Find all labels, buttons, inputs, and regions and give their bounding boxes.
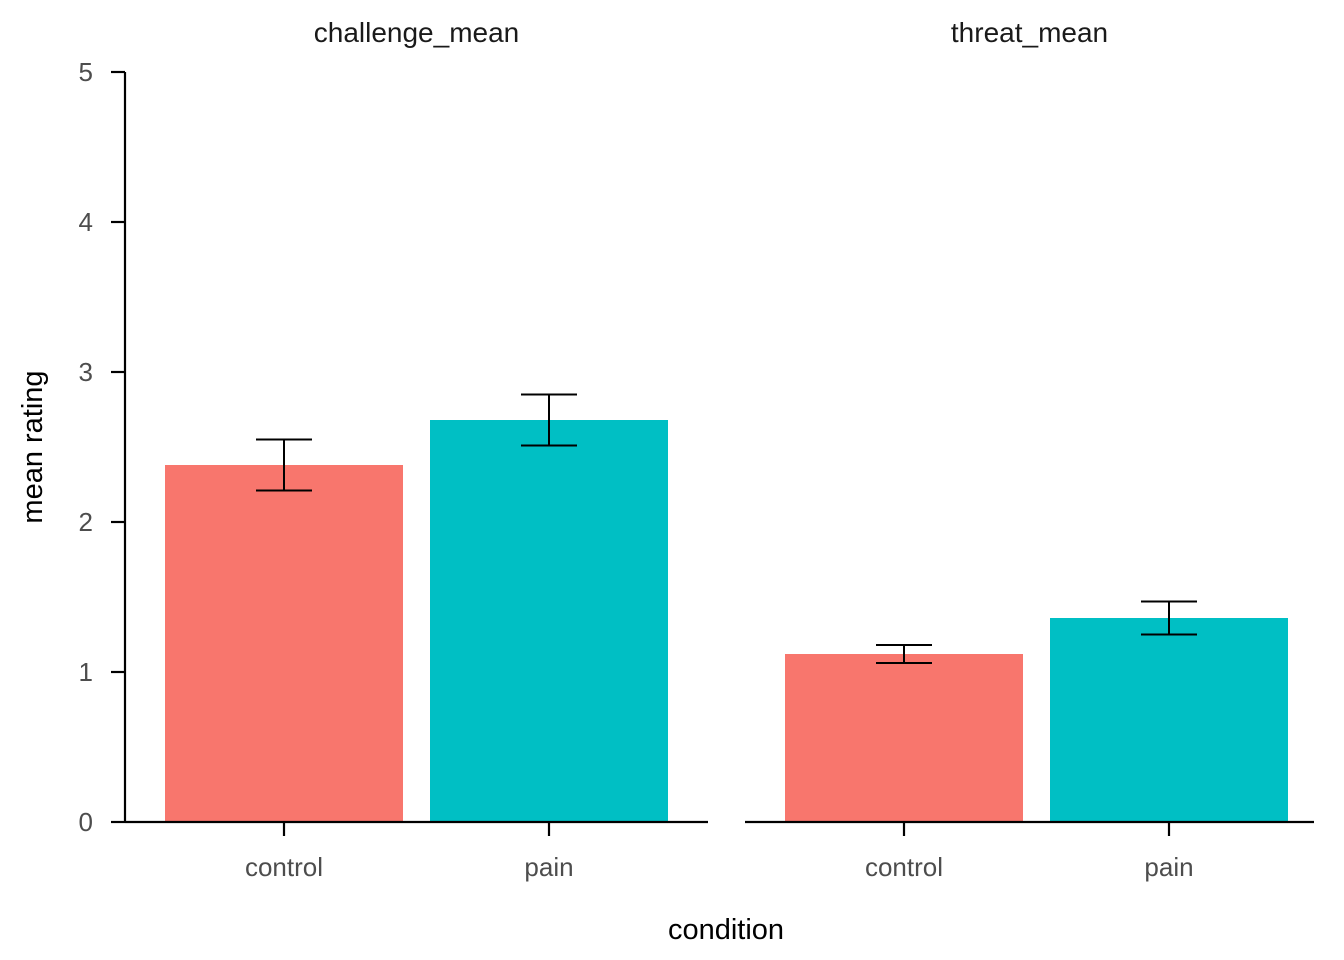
y-tick-label: 5 — [79, 57, 93, 87]
bar-control — [165, 465, 403, 822]
y-tick-label: 3 — [79, 357, 93, 387]
bar-pain — [1050, 618, 1288, 822]
y-axis: 0 1 2 3 4 5 — [79, 57, 127, 837]
y-tick-label: 1 — [79, 657, 93, 687]
x-tick-label: control — [245, 852, 323, 882]
x-tick-label: pain — [1144, 852, 1193, 882]
y-tick-label: 4 — [79, 207, 93, 237]
x-axis-title: condition — [668, 914, 784, 946]
bar-control — [785, 654, 1023, 822]
panel-title: challenge_mean — [314, 17, 520, 48]
x-tick-label: pain — [524, 852, 573, 882]
x-tick-label: control — [865, 852, 943, 882]
panel-title: threat_mean — [951, 17, 1108, 48]
y-tick-label: 0 — [79, 807, 93, 837]
y-tick-label: 2 — [79, 507, 93, 537]
bar-pain — [430, 420, 668, 822]
y-axis-title: mean rating — [17, 370, 49, 523]
